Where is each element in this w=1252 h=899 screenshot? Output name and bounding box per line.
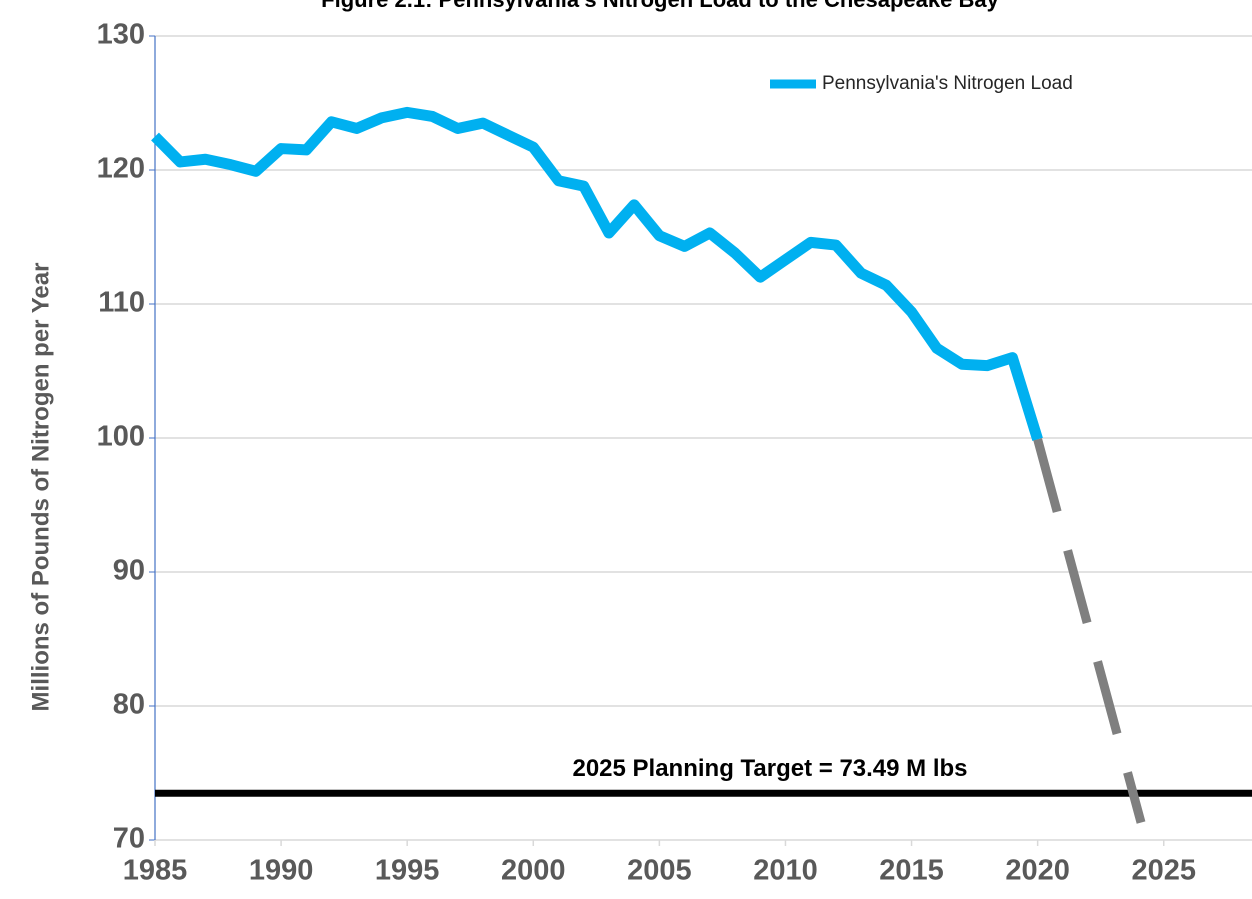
legend-label: Pennsylvania's Nitrogen Load: [822, 73, 1073, 94]
x-tick-label: 2010: [753, 855, 818, 887]
y-axis-label: Millions of Pounds of Nitrogen per Year: [27, 263, 54, 712]
x-tick-label: 2000: [501, 855, 566, 887]
y-tick-label: 90: [113, 555, 145, 587]
x-tick-label: 2005: [627, 855, 692, 887]
annotation: 2025 Planning Target = 73.49 M lbs: [572, 755, 967, 782]
x-tick-label: 1995: [375, 855, 440, 887]
x-tick-label: 2020: [1005, 855, 1070, 887]
y-tick-label: 120: [97, 153, 145, 185]
y-tick-label: 100: [97, 421, 145, 453]
y-tick-label: 110: [98, 287, 145, 319]
y-tick-label: 130: [97, 19, 145, 51]
y-tick-label: 70: [113, 823, 145, 855]
data-line: [151, 106, 1043, 441]
chart-title: Figure 2.1: Pennsylvania's Nitrogen Load…: [321, 0, 999, 12]
y-tick-label: 80: [113, 689, 145, 721]
x-tick-label: 2025: [1131, 855, 1196, 887]
x-tick-label: 1990: [249, 855, 314, 887]
projection-line: [1033, 438, 1146, 824]
x-tick-label: 1985: [123, 855, 188, 887]
x-tick-label: 2015: [879, 855, 944, 887]
